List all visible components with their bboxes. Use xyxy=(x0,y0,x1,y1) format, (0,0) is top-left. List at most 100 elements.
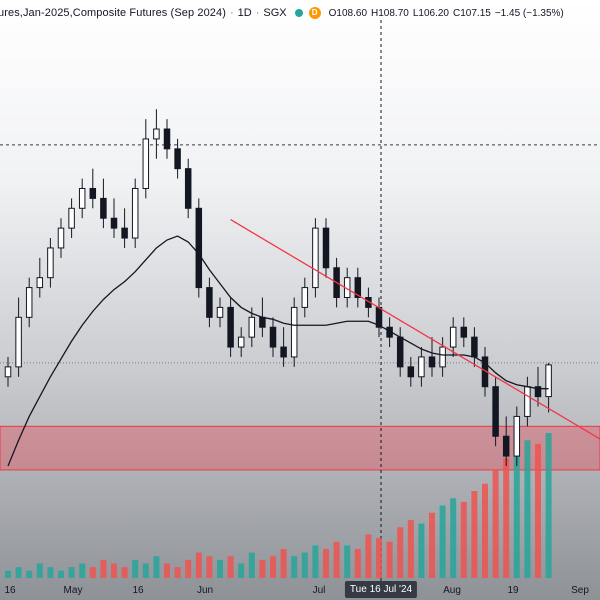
volume-bar xyxy=(132,559,139,578)
volume-bar xyxy=(418,523,425,578)
green-dot-icon xyxy=(294,9,303,17)
interval-label[interactable]: 1D xyxy=(237,7,252,19)
volume-bar xyxy=(312,545,319,578)
volume-bar xyxy=(429,512,435,578)
volume-bar xyxy=(471,491,478,578)
candlestick xyxy=(131,178,139,248)
candlestick xyxy=(121,208,128,248)
high-value: 108.70 xyxy=(378,7,409,19)
candlestick xyxy=(195,198,203,298)
high-label: H xyxy=(371,7,379,19)
candlestick xyxy=(407,356,415,387)
volume-bar xyxy=(174,567,181,578)
x-tick-label: 16 xyxy=(132,585,144,596)
candlestick xyxy=(15,297,22,377)
chart-header: ures,Jan-2025,Composite Futures (Sep 202… xyxy=(0,0,600,26)
volume-bar xyxy=(79,563,86,578)
volume-bar xyxy=(259,559,266,578)
volume-bar xyxy=(460,501,467,578)
candlesticks xyxy=(4,109,552,466)
volume-bar xyxy=(301,552,308,578)
volume-bar xyxy=(217,559,223,578)
volume-bars xyxy=(5,433,552,578)
volume-bar xyxy=(111,563,117,578)
candlestick xyxy=(280,327,287,367)
candlestick xyxy=(153,109,160,159)
volume-bar xyxy=(513,451,520,578)
volume-bar xyxy=(376,538,382,578)
candlestick xyxy=(237,327,245,357)
symbol-title[interactable]: ures,Jan-2025,Composite Futures (Sep 202… xyxy=(0,7,226,19)
candlestick xyxy=(460,317,468,348)
x-tick-label: May xyxy=(63,585,83,596)
candlestick xyxy=(206,277,213,328)
time-axis[interactable]: 16 May 16 Jun Jul Aug 19 Sep xyxy=(0,582,600,600)
candlestick xyxy=(216,297,224,328)
candlestick xyxy=(418,347,425,387)
candlestick xyxy=(4,356,12,387)
volume-bar xyxy=(545,433,552,578)
x-tick-label: 16 xyxy=(4,585,16,596)
candlestick xyxy=(68,198,75,239)
candlestick xyxy=(174,138,181,179)
separator: · xyxy=(255,7,260,19)
volume-bar xyxy=(164,563,170,578)
candlestick xyxy=(163,119,171,159)
volume-bar xyxy=(47,567,54,578)
volume-bar xyxy=(58,570,64,578)
volume-bar xyxy=(185,559,192,578)
volume-bar xyxy=(492,469,499,578)
volume-bar xyxy=(248,552,255,578)
candlestick xyxy=(396,327,404,377)
volume-bar xyxy=(68,567,75,578)
close-label: C xyxy=(453,7,461,19)
candlestick xyxy=(142,119,150,199)
volume-bar xyxy=(354,549,361,578)
candlestick xyxy=(25,277,33,328)
candlestick xyxy=(110,198,118,239)
candlestick xyxy=(428,337,436,377)
volume-bar xyxy=(439,505,446,578)
volume-bar xyxy=(407,520,414,578)
candlestick xyxy=(290,297,298,367)
close-value: 107.15 xyxy=(460,7,491,19)
candlestick xyxy=(502,416,510,466)
candlestick xyxy=(312,218,319,298)
volume-bar xyxy=(142,563,149,578)
low-value: 106.20 xyxy=(418,7,449,19)
volume-bar xyxy=(206,556,213,578)
candlestick xyxy=(449,317,457,357)
candlestick xyxy=(524,376,531,427)
low-label: L xyxy=(412,7,419,19)
candlestick xyxy=(492,376,499,447)
candlestick xyxy=(545,362,552,413)
candlestick xyxy=(534,366,542,407)
descending-trendline[interactable] xyxy=(230,219,600,440)
volume-bar xyxy=(280,549,287,578)
volume-bar xyxy=(450,498,457,578)
x-tick-label: Jun xyxy=(196,585,214,596)
candlestick xyxy=(439,337,446,377)
open-label: O xyxy=(328,7,337,19)
volume-bar xyxy=(344,545,351,578)
volume-bar xyxy=(397,527,404,578)
crosshair-date-label: Tue 16 Jul '24 xyxy=(344,581,418,598)
volume-bar xyxy=(36,563,43,578)
candlestick xyxy=(354,267,362,308)
candlestick xyxy=(227,297,234,357)
candlestick xyxy=(36,257,44,298)
support-zone[interactable] xyxy=(0,425,600,471)
change-value: −1.45 (−1.35%) xyxy=(494,7,564,19)
candlestick xyxy=(513,406,521,466)
volume-bar xyxy=(121,567,128,578)
candlestick xyxy=(89,168,97,209)
open-value: 108.60 xyxy=(336,7,368,19)
volume-bar xyxy=(482,483,488,578)
candlestick xyxy=(184,158,192,219)
volume-bar xyxy=(89,567,96,578)
volume-bar xyxy=(503,458,510,578)
volume-bar xyxy=(323,549,329,578)
data-badge-icon[interactable]: D xyxy=(308,7,321,19)
separator: · xyxy=(230,7,234,19)
